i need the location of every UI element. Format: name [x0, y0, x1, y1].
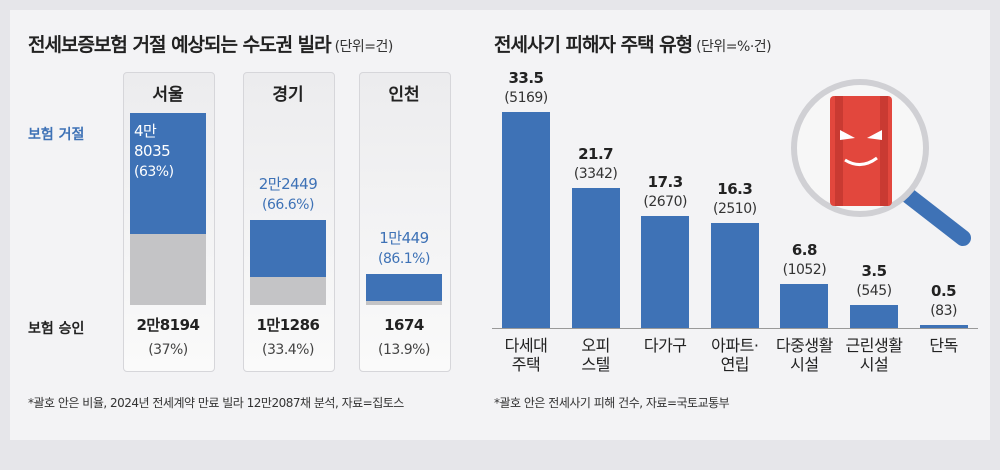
value-label: 21.7 [578, 145, 614, 164]
title-text: 전세보증보험 거절 예상되는 수도권 빌라 [28, 34, 332, 56]
unit: (단위=건) [330, 39, 394, 55]
value-label: 6.8 [791, 241, 818, 260]
bar-refuse [366, 274, 442, 301]
region-label: 인천 [388, 85, 420, 105]
region-label: 경기 [272, 85, 304, 105]
share-label: (66.6%) [262, 196, 314, 213]
bar [710, 222, 759, 328]
x-tick-label: 오피 스텔 [581, 336, 610, 374]
share-label: (63%) [134, 163, 174, 180]
baseline [492, 328, 978, 329]
bar [571, 188, 620, 328]
column-card [359, 72, 451, 372]
x-tick-label: 아파트· 연립 [711, 336, 759, 374]
bar-approve [130, 233, 206, 305]
x-tick-label: 다세대 주택 [504, 336, 548, 374]
unit: (단위=%·건) [692, 39, 772, 55]
x-tick-label: 근린생활 시설 [845, 336, 903, 374]
note: *괄호 안은 비율, 2024년 전세계약 만료 빌라 12만2087채 분석,… [28, 396, 404, 410]
share-label: (37%) [148, 342, 188, 358]
count-label: (1052) [782, 262, 827, 279]
value-label: 2만2449 [258, 174, 318, 193]
value-label: 16.3 [717, 179, 753, 198]
value-label: 17.3 [647, 173, 684, 192]
value-label: 1674 [384, 316, 424, 334]
bar [641, 216, 690, 328]
chart-title: 전세보증보험 거절 예상되는 수도권 빌라 (단위=건) [28, 30, 393, 57]
bar [850, 305, 898, 328]
bar-refuse [250, 219, 326, 277]
bar-approve [250, 276, 326, 305]
row-label: 보험 거절 [28, 127, 85, 143]
chart-title: 전세사기 피해자 주택 유형 (단위=%·건) [494, 30, 772, 57]
share-label: (86.1%) [378, 251, 430, 268]
count-label: (2670) [643, 194, 687, 211]
x-tick-label: 다가구 [643, 336, 687, 355]
count-label: (3342) [573, 166, 618, 183]
region-label: 서울 [152, 85, 184, 105]
value-label: 1만1286 [256, 316, 321, 334]
refuse-labels: 4만 8035 (63%) [134, 121, 182, 181]
x-tick-label: 단독 [929, 336, 958, 355]
refuse-labels: 2만2449 (66.6%) [243, 174, 333, 214]
x-tick-label: 다중생활 시설 [775, 336, 833, 374]
row-label: 보험 승인 [28, 321, 85, 337]
value-label: 3.5 [861, 262, 887, 281]
value-label: 0.5 [931, 281, 957, 300]
count-label: (545) [856, 283, 892, 300]
bar-refuse [130, 112, 206, 234]
count-label: (83) [930, 302, 957, 319]
share-label: (33.4%) [262, 342, 314, 358]
bar [502, 111, 550, 328]
count-label: (5169) [504, 89, 548, 106]
bar-approve [366, 300, 442, 305]
refuse-labels: 1만449 (86.1%) [359, 228, 449, 268]
value-label: 2만8194 [136, 316, 201, 334]
magnifier-illustration [791, 79, 971, 246]
share-label: (13.9%) [378, 342, 430, 358]
note: *괄호 안은 전세사기 피해 건수, 자료=국토교통부 [494, 396, 730, 410]
bar [780, 284, 829, 328]
value-label: 4만 8035 [134, 121, 171, 160]
value-label: 1만449 [379, 229, 429, 248]
count-label: (2510) [713, 200, 757, 217]
bar [919, 324, 968, 328]
title-text: 전세사기 피해자 주택 유형 [494, 34, 693, 56]
value-label: 33.5 [508, 68, 544, 87]
